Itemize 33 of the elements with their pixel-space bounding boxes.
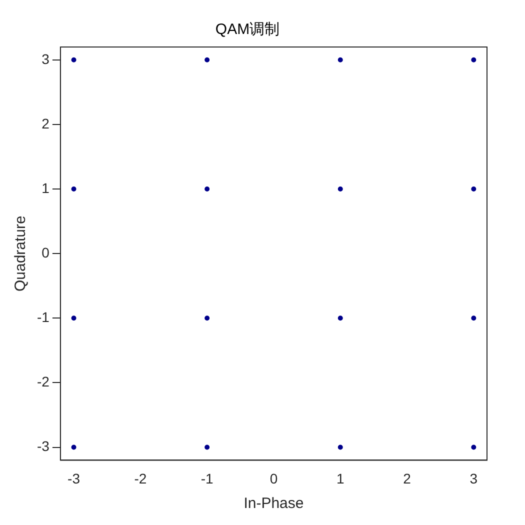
y-tick-label: 2 [42, 115, 50, 132]
x-tick-label: 1 [336, 470, 344, 486]
y-tick-label: -2 [36, 374, 50, 390]
point [71, 444, 76, 450]
point [71, 186, 76, 192]
point [338, 186, 343, 192]
y-tick-label: 0 [42, 244, 50, 260]
y-tick-label: 1 [42, 180, 50, 196]
x-tick-label: -3 [68, 470, 80, 486]
point [471, 444, 476, 450]
x-tick-label: 0 [270, 470, 278, 486]
point [204, 186, 210, 192]
point [204, 57, 210, 62]
y-tick-label: 3 [42, 50, 50, 67]
point [338, 57, 343, 62]
x-tick-label: -1 [200, 470, 214, 486]
point [204, 444, 210, 450]
x-tick-label: -2 [134, 470, 147, 486]
point [471, 316, 476, 321]
point [71, 316, 76, 321]
point [471, 57, 476, 62]
y-axis-title: Quadrature [12, 216, 30, 292]
x-tick-label: 3 [470, 470, 478, 486]
y-tick-label: -3 [36, 438, 50, 454]
point [471, 186, 476, 192]
y-tick-label: -1 [36, 309, 50, 326]
point [204, 316, 210, 321]
point [338, 444, 343, 450]
x-axis-title: In-Phase [244, 495, 304, 512]
point [338, 316, 343, 321]
chart-title: QAM调制 [215, 21, 280, 38]
point [71, 57, 76, 62]
x-tick-label: 2 [403, 470, 412, 486]
